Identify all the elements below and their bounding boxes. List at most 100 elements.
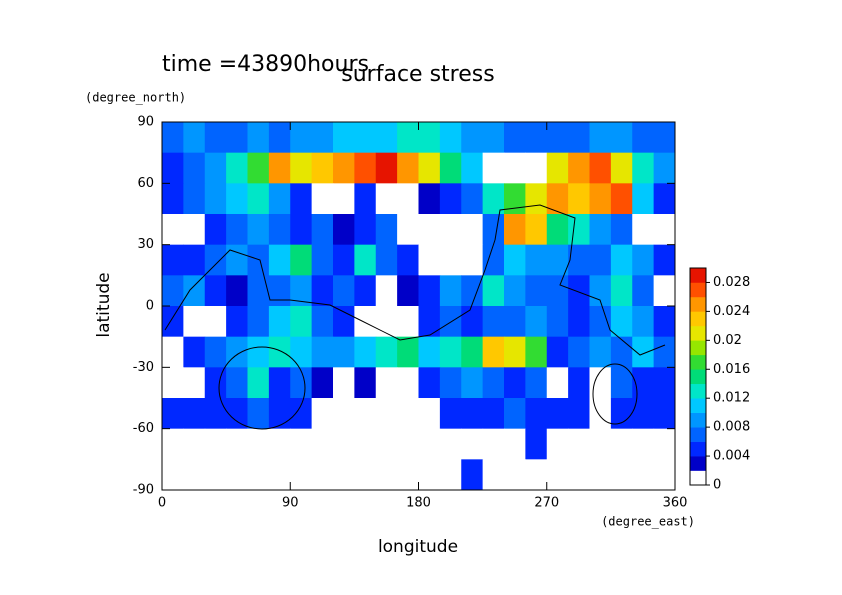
cell [589,398,612,430]
cell [375,306,398,338]
cell [439,459,462,491]
cell [418,306,441,338]
coastline [592,363,638,425]
cell [568,275,590,307]
cell [311,122,334,154]
x-tick-label: 90 [282,496,299,511]
cell [354,122,377,154]
cell [418,122,441,154]
cell [461,336,484,368]
cell [418,367,441,399]
cell [226,367,248,399]
cell [589,183,612,215]
cell [610,398,633,430]
cell [397,152,419,184]
cell [418,183,441,215]
cell [311,459,334,491]
cell [439,367,462,399]
cell [610,214,633,246]
colorbar-tick-label: 0 [713,478,721,493]
cell [632,367,655,399]
cell [653,459,676,491]
cell [397,275,419,307]
y-tick-label: -90 [133,483,154,498]
cell [525,428,548,460]
coastline [218,346,306,430]
x-tick-label: 180 [406,496,431,511]
cell [333,459,355,491]
cell [610,306,633,338]
cell [461,183,484,215]
x-axis-label: longitude [378,537,458,557]
cell [568,398,590,430]
colorbar-band [690,427,706,442]
y-unit: (degree_north) [85,91,186,105]
cell [354,367,377,399]
axes: 0 90 180 270 360 -90 -60 -30 0 30 60 90 [133,115,688,511]
cell [397,459,419,491]
cell [333,367,355,399]
chart-subtitle: surface stress [341,62,494,87]
cell [461,152,484,184]
cell [439,244,462,276]
cell [632,152,655,184]
cell [610,428,633,460]
cell [333,336,355,368]
cell [568,428,590,460]
cell [653,122,676,154]
cell [397,398,419,430]
cell [610,336,633,368]
colorbar-tick-label: 0.024 [713,304,750,319]
cell [354,428,377,460]
cell [183,367,206,399]
cell [397,367,419,399]
cell [290,122,313,154]
colorbar-band [690,441,706,457]
cell [204,367,227,399]
cell [482,244,505,276]
cell [204,152,227,184]
cell [311,367,334,399]
cell [290,214,313,246]
cell [162,336,184,368]
cell [653,214,676,246]
cell [226,306,248,338]
cell [504,428,526,460]
cell [610,122,633,154]
cell [525,244,548,276]
cell [162,244,184,276]
y-tick-label: -60 [133,421,154,436]
colorbar-tick-label: 0.012 [713,391,750,406]
cell [268,275,291,307]
cell [204,214,227,246]
cell [311,398,334,430]
cell [504,152,526,184]
cell [247,214,270,246]
cell [589,459,612,491]
colorbar-band [690,398,706,413]
colorbar-band [690,311,706,327]
cell [461,398,484,430]
colorbar-band [690,340,706,356]
cell [333,244,355,276]
colorbar-tick-label: 0.008 [713,420,750,435]
cell [546,428,569,460]
cell [525,152,548,184]
cell [632,306,655,338]
cell [525,275,548,307]
cell [525,336,548,368]
cell [311,183,334,215]
x-unit: (degree_east) [601,515,695,529]
cell [482,459,505,491]
cell [461,306,484,338]
cell [375,336,398,368]
cell [162,275,184,307]
cell [546,152,569,184]
cell [162,398,184,430]
cell [653,336,676,368]
cell [375,275,398,307]
cell [247,336,270,368]
cell [375,244,398,276]
cell [632,214,655,246]
